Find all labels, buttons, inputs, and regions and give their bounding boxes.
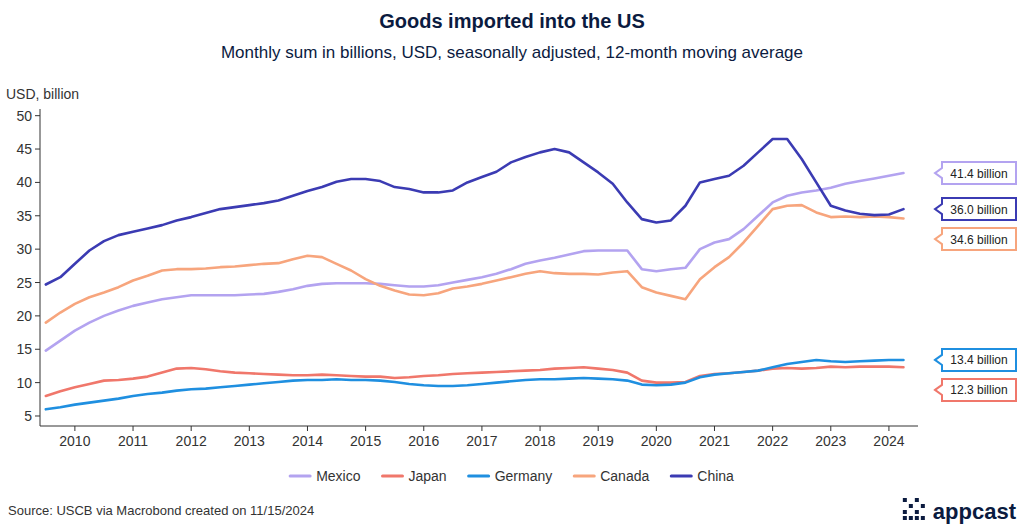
- plot-area: [46, 139, 904, 409]
- legend-label: Canada: [600, 468, 649, 484]
- callout-box: [935, 228, 1016, 250]
- y-tick: [35, 149, 40, 150]
- x-tick: [830, 426, 831, 431]
- brand-icon: [903, 516, 907, 520]
- title: Goods imported into the US: [379, 10, 645, 32]
- legend-swatch: [671, 475, 691, 478]
- y-tick-label: 40: [16, 174, 32, 190]
- x-tick: [481, 426, 482, 431]
- x-tick-label: 2014: [292, 433, 323, 449]
- callout-box: [935, 162, 1016, 184]
- legend-swatch: [290, 475, 310, 478]
- series-line: [46, 139, 904, 284]
- legend: Mexico Japan Germany Canada China: [290, 468, 734, 484]
- x-tick-label: 2012: [176, 433, 207, 449]
- y-tick-label: 35: [16, 208, 32, 224]
- x-tick: [74, 426, 75, 431]
- x-tick: [365, 426, 366, 431]
- callout-label: 12.3 billion: [950, 383, 1007, 397]
- y-tick: [35, 249, 40, 250]
- brand-icon: [915, 510, 919, 514]
- y-axis: [40, 109, 41, 426]
- y-tick-label: 15: [16, 341, 32, 357]
- y-tick: [35, 182, 40, 183]
- brand-icon: [915, 516, 919, 520]
- y-tick-label: 25: [16, 275, 32, 291]
- legend-label: Mexico: [316, 468, 361, 484]
- source: Source: USCB via Macrobond created on 11…: [8, 503, 314, 518]
- x-tick-label: 2020: [641, 433, 672, 449]
- x-tick: [888, 426, 889, 431]
- y-tick-label: 45: [16, 141, 32, 157]
- callout-label: 36.0 billion: [950, 203, 1007, 217]
- y-tick: [35, 315, 40, 316]
- x-tick: [714, 426, 715, 431]
- brand-icon: [921, 516, 925, 520]
- x-tick-label: 2017: [466, 433, 497, 449]
- chart: Goods imported into the US Monthly sum in…: [0, 0, 1024, 531]
- legend-label: Japan: [408, 468, 446, 484]
- y-tick-label: 50: [16, 108, 32, 124]
- legend-label: Germany: [495, 468, 553, 484]
- y-tick-label: 10: [16, 375, 32, 391]
- y-tick-label: 30: [16, 241, 32, 257]
- x-tick-label: 2023: [815, 433, 846, 449]
- x-tick: [772, 426, 773, 431]
- legend-swatch: [382, 475, 402, 478]
- x-tick-label: 2011: [118, 433, 148, 449]
- subtitle: Monthly sum in billions, USD, seasonally…: [221, 43, 803, 62]
- series-line: [46, 205, 904, 322]
- x-axis: [40, 426, 918, 427]
- brand-icon: [903, 498, 907, 502]
- x-tick-label: 2013: [234, 433, 265, 449]
- callout-box: [935, 198, 1016, 220]
- brand-icon: [903, 510, 907, 514]
- x-tick-label: 2015: [350, 433, 381, 449]
- x-tick: [249, 426, 250, 431]
- callout-box: [935, 349, 1016, 371]
- x-tick-label: 2018: [524, 433, 555, 449]
- legend-swatch: [469, 475, 489, 478]
- legend-label: China: [697, 468, 734, 484]
- brand-icon: [909, 516, 913, 520]
- brand: appcast: [933, 499, 1017, 524]
- x-tick-label: 2024: [873, 433, 904, 449]
- y-tick: [35, 349, 40, 350]
- y-tick-label: 5: [24, 408, 32, 424]
- y-tick: [35, 415, 40, 416]
- y-tick: [35, 115, 40, 116]
- callout-label: 41.4 billion: [950, 167, 1007, 181]
- x-tick-label: 2021: [699, 433, 730, 449]
- series-line: [46, 173, 904, 351]
- y-tick: [35, 282, 40, 283]
- y-tick: [35, 382, 40, 383]
- brand-icon: [921, 504, 925, 508]
- brand-icon: [915, 498, 919, 502]
- y-axis-label: USD, billion: [6, 86, 79, 102]
- brand-icon: [909, 504, 913, 508]
- callout-label: 13.4 billion: [950, 353, 1007, 367]
- x-tick: [133, 426, 134, 431]
- legend-swatch: [574, 475, 594, 478]
- series-line: [46, 360, 904, 409]
- x-tick-label: 2016: [408, 433, 439, 449]
- x-tick: [540, 426, 541, 431]
- x-tick: [307, 426, 308, 431]
- x-tick: [656, 426, 657, 431]
- callout-label: 34.6 billion: [950, 233, 1007, 247]
- y-tick: [35, 215, 40, 216]
- x-tick: [191, 426, 192, 431]
- x-tick: [423, 426, 424, 431]
- callout-box: [935, 379, 1016, 401]
- x-tick: [598, 426, 599, 431]
- x-tick-label: 2010: [59, 433, 90, 449]
- x-tick-label: 2022: [757, 433, 788, 449]
- x-tick-label: 2019: [583, 433, 614, 449]
- y-tick-label: 20: [16, 308, 32, 324]
